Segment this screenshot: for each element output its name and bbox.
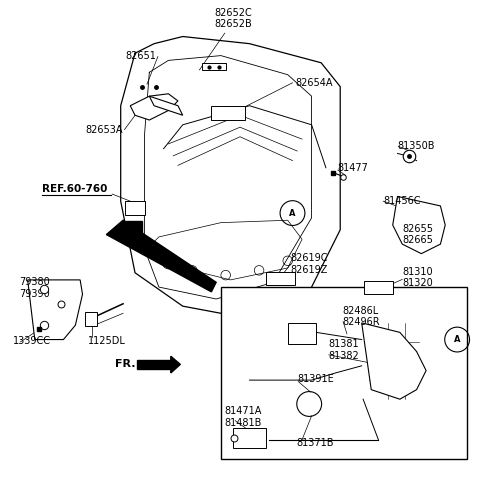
Polygon shape — [211, 106, 245, 120]
Polygon shape — [362, 323, 426, 399]
Polygon shape — [149, 96, 183, 115]
Text: 82651: 82651 — [126, 51, 156, 61]
Polygon shape — [130, 94, 178, 120]
Polygon shape — [28, 280, 83, 340]
Text: 81477: 81477 — [338, 163, 369, 173]
Text: 81456C: 81456C — [383, 196, 420, 206]
Text: 81310
81320: 81310 81320 — [402, 267, 433, 288]
Text: 82654A: 82654A — [295, 78, 332, 88]
Text: 82653A: 82653A — [85, 124, 123, 134]
Text: A: A — [289, 209, 296, 218]
Text: 81350B: 81350B — [397, 141, 435, 151]
Polygon shape — [393, 196, 445, 253]
Polygon shape — [266, 272, 295, 285]
Text: 81381
81382: 81381 81382 — [328, 339, 359, 361]
Text: A: A — [454, 335, 460, 344]
FancyBboxPatch shape — [221, 287, 467, 459]
Text: 82486L
82496R: 82486L 82496R — [343, 306, 380, 327]
Text: FR.: FR. — [115, 360, 135, 370]
Text: 1339CC: 1339CC — [13, 335, 51, 346]
Text: 82652C
82652B: 82652C 82652B — [214, 8, 252, 29]
Polygon shape — [107, 220, 216, 292]
Polygon shape — [85, 312, 97, 326]
Polygon shape — [171, 356, 180, 373]
Text: 81471A
81481B: 81471A 81481B — [225, 406, 262, 428]
Polygon shape — [137, 360, 171, 369]
Polygon shape — [288, 323, 316, 344]
Text: 82655
82665: 82655 82665 — [402, 224, 433, 246]
Polygon shape — [250, 373, 269, 390]
Polygon shape — [123, 221, 142, 236]
Text: 82619C
82619Z: 82619C 82619Z — [290, 253, 328, 275]
Text: REF.60-760: REF.60-760 — [42, 184, 108, 194]
Polygon shape — [233, 428, 266, 448]
Polygon shape — [202, 63, 226, 70]
Text: 81391E: 81391E — [297, 373, 334, 384]
Polygon shape — [125, 201, 144, 215]
Polygon shape — [364, 281, 393, 294]
Text: 1125DL: 1125DL — [88, 335, 126, 346]
Text: 79380
79390: 79380 79390 — [20, 277, 50, 299]
Text: 81371B: 81371B — [296, 437, 334, 447]
